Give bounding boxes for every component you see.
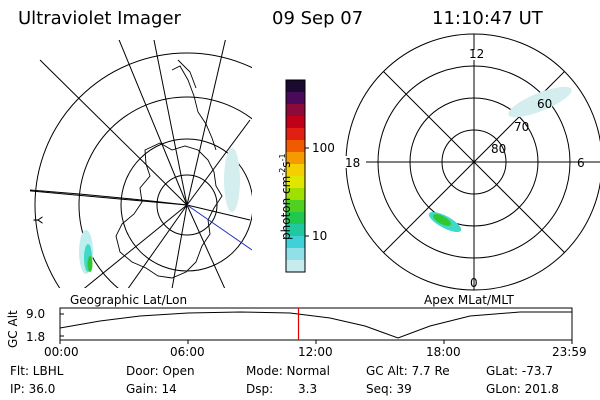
alt-xtick-1800: 18:00 <box>426 345 461 359</box>
left-map-caption: Geographic Lat/Lon <box>70 293 188 307</box>
colorbar-cell <box>286 236 305 249</box>
mlat-label-80: 80 <box>491 142 507 156</box>
colorbar-cell <box>286 188 305 201</box>
colorbar <box>285 79 306 273</box>
polar-plot <box>345 33 600 291</box>
observation-date: 09 Sep 07 <box>272 8 364 29</box>
observation-time: 11:10:47 UT <box>432 8 543 29</box>
colorbar-cell <box>286 176 305 189</box>
mlt-label-0: 0 <box>470 276 478 290</box>
colorbar-cell <box>286 248 305 261</box>
altitude-plot <box>59 307 573 344</box>
colorbar-cell <box>286 212 305 225</box>
colorbar-cell <box>286 140 305 153</box>
alt-xtick-0600: 06:00 <box>170 345 205 359</box>
colorbar-border <box>285 79 306 273</box>
status-dsp-value: 3.3 <box>298 382 318 396</box>
status-glon: GLon: 201.8 <box>486 382 559 396</box>
colorbar-cell <box>286 80 305 93</box>
status-seq: Seq: 39 <box>366 382 412 396</box>
status-glat: GLat: -73.7 <box>486 364 553 378</box>
status-mode: Mode: Normal <box>246 364 330 378</box>
colorbar-tick-10: 10 <box>312 229 328 243</box>
colorbar-cell <box>286 224 305 237</box>
colorbar-cell <box>286 164 305 177</box>
alt-xtick-1200: 12:00 <box>298 345 333 359</box>
colorbar-label: photon cm-2s-1 <box>278 153 293 240</box>
alt-ytick-max: 9.0 <box>26 307 46 321</box>
left-aurora <box>79 148 240 274</box>
colorbar-tick-100: 100 <box>312 141 335 155</box>
alt-xtick-2359: 23:59 <box>552 345 587 359</box>
colorbar-cell <box>286 152 305 165</box>
status-gcalt: GC Alt: 7.7 Re <box>366 364 450 378</box>
mlt-label-18: 18 <box>345 156 361 170</box>
colorbar-cell <box>286 260 305 273</box>
colorbar-cell <box>286 104 305 117</box>
status-gain: Gain: 14 <box>126 382 177 396</box>
colorbar-cell <box>286 116 305 129</box>
mlat-label-60: 60 <box>537 97 553 111</box>
mlt-label-12: 12 <box>469 47 485 61</box>
status-door: Door: Open <box>126 364 195 378</box>
geographic-map <box>30 40 252 288</box>
mlat-label-70: 70 <box>514 120 530 134</box>
polar-aurora <box>428 86 572 232</box>
map-edge-label: Y <box>30 216 45 224</box>
alt-ylabel: GC Alt <box>6 310 20 348</box>
coastline <box>115 142 223 279</box>
status-ip: IP: 36.0 <box>10 382 56 396</box>
status-dsp-label: Dsp: <box>246 382 274 396</box>
instrument-title: Ultraviolet Imager <box>18 8 181 29</box>
right-map-caption: Apex MLat/MLT <box>424 293 514 307</box>
colorbar-cell <box>286 92 305 105</box>
colorbar-cell <box>286 128 305 141</box>
mlt-label-6: 6 <box>577 156 585 170</box>
alt-ytick-min: 1.8 <box>26 330 46 344</box>
colorbar-cell <box>286 200 305 213</box>
status-flt: Flt: LBHL <box>10 364 64 378</box>
alt-xtick-0000: 00:00 <box>44 345 79 359</box>
